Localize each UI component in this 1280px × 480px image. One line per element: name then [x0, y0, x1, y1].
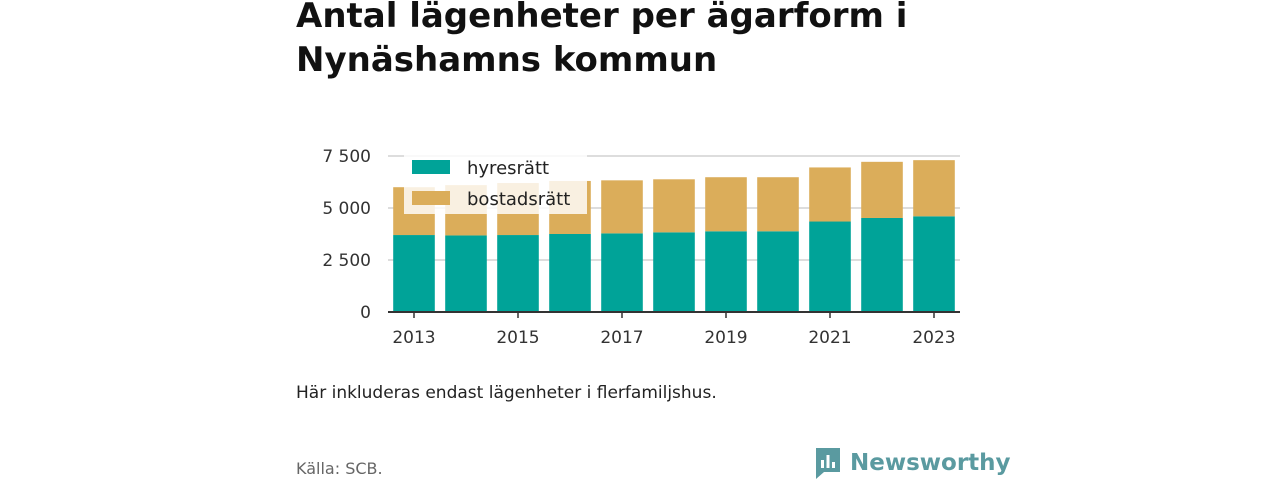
y-axis-labels: 0 2 500 5 000 7 500 — [322, 147, 371, 323]
bar-hyresratt-2018 — [653, 232, 695, 312]
bar-bostadsratt-2019 — [705, 177, 747, 232]
bar-hyresratt-2020 — [757, 231, 799, 312]
y-tick-label: 7 500 — [322, 147, 371, 167]
newsworthy-logo-icon — [816, 448, 840, 479]
chart-title: Antal lägenheter per ägarform i Nynäsham… — [296, 0, 908, 80]
legend-swatch-bostadsratt — [412, 191, 450, 205]
bar-hyresratt-2016 — [549, 234, 591, 312]
legend: hyresrätt bostadsrätt — [404, 152, 587, 214]
legend-label-bostadsratt: bostadsrätt — [467, 189, 570, 210]
y-tick-label: 5 000 — [322, 199, 371, 219]
bars — [393, 160, 955, 312]
bar-hyresratt-2019 — [705, 231, 747, 312]
x-tick-label: 2013 — [392, 328, 435, 348]
bar-hyresratt-2022 — [861, 217, 903, 312]
bar-hyresratt-2015 — [497, 235, 539, 312]
x-tick-label: 2023 — [912, 328, 955, 348]
bar-bostadsratt-2023 — [913, 160, 955, 217]
x-tick-label: 2015 — [496, 328, 539, 348]
source-text: Källa: SCB. — [296, 459, 383, 478]
bar-bostadsratt-2021 — [809, 167, 851, 222]
x-axis-ticks: 2013 2015 2017 2019 2021 2023 — [392, 312, 956, 348]
bar-hyresratt-2021 — [809, 221, 851, 312]
bar-bostadsratt-2022 — [861, 161, 903, 218]
legend-label-hyresratt: hyresrätt — [467, 158, 549, 179]
bar-hyresratt-2014 — [445, 235, 487, 312]
x-tick-label: 2017 — [600, 328, 643, 348]
chart-note: Här inkluderas endast lägenheter i flerf… — [296, 383, 717, 403]
brand-logo: Newsworthy — [814, 446, 1011, 480]
bar-hyresratt-2017 — [601, 233, 643, 312]
brand-name: Newsworthy — [850, 450, 1011, 476]
bar-hyresratt-2013 — [393, 235, 435, 312]
bar-bostadsratt-2017 — [601, 180, 643, 234]
bar-hyresratt-2023 — [913, 216, 955, 312]
y-tick-label: 2 500 — [322, 251, 371, 271]
y-tick-label: 0 — [360, 303, 371, 323]
bar-bostadsratt-2018 — [653, 179, 695, 233]
x-tick-label: 2019 — [704, 328, 747, 348]
legend-swatch-hyresratt — [412, 160, 450, 174]
x-tick-label: 2021 — [808, 328, 851, 348]
bar-bostadsratt-2020 — [757, 177, 799, 232]
